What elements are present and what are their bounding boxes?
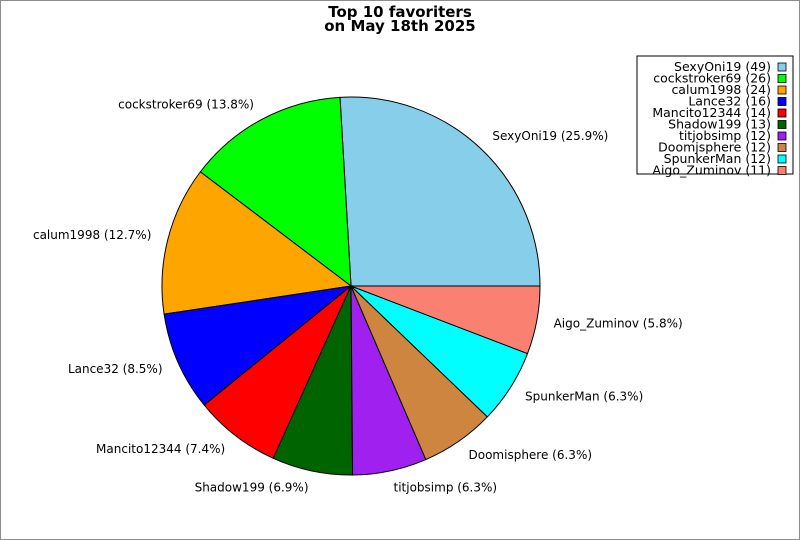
legend-box [636,55,794,175]
slice-label: calum1998 (12.7%) [33,228,151,242]
legend: SexyOni19 (49)cockstroker69 (26)calum199… [636,55,794,178]
legend-swatch [777,108,787,118]
legend-swatch [777,120,787,129]
chart-title: Top 10 favoriters [328,3,472,21]
slice-label: Lance32 (8.5%) [68,362,163,376]
slice-label: SexyOni19 (25.9%) [492,129,608,143]
legend-entry-label: Shadow199 (13) [668,117,771,132]
legend-swatch [777,143,787,152]
pie-slice-lance32 [163,285,353,406]
legend-swatch [777,154,787,164]
legend-entry-label: Doomjsphere (12) [658,140,771,155]
pie-slice-sexyoni19 [339,96,541,287]
legend-entry-label: SexyOni19 (49) [674,59,771,74]
legend-entry-label: titjobsimp (12) [679,128,771,143]
slice-label: Shadow199 (6.9%) [195,481,309,495]
legend-swatch [777,166,787,175]
legend-entry-label: Aigo_Zuminov (11) [652,163,771,178]
chart-subtitle: on May 18th 2025 [324,17,476,35]
legend-entry-label: Mancito12344 (14) [652,105,771,120]
pie-slice-cockstroker69 [199,96,352,288]
pie-slice-calum1998 [161,171,353,315]
legend-swatch [777,74,787,83]
slice-label: cockstroker69 (13.8%) [118,97,254,111]
legend-entry-label: Lance32 (16) [688,94,771,109]
slice-label: SpunkerMan (6.3%) [525,389,643,403]
legend-entry-label: SpunkerMan (12) [664,151,771,166]
slice-label: Doomisphere (6.3%) [469,448,593,462]
pie-slice-aigo-zuminov [350,285,541,355]
slice-label: Aigo_Zuminov (5.8%) [554,317,683,331]
slice-labels: SexyOni19 (25.9%) cockstroker69 (13.8%) ca… [33,97,683,494]
pie-slices [161,96,541,476]
legend-entry-label: cockstroker69 (26) [653,71,771,86]
slice-label: titjobsimp (6.3%) [394,481,498,495]
legend-swatch [777,97,787,106]
legend-swatch [777,85,787,95]
legend-swatch [777,131,787,141]
slice-label: Mancito12344 (7.4%) [96,442,225,456]
legend-entry-label: calum1998 (24) [671,82,771,97]
legend-swatch [777,62,787,72]
